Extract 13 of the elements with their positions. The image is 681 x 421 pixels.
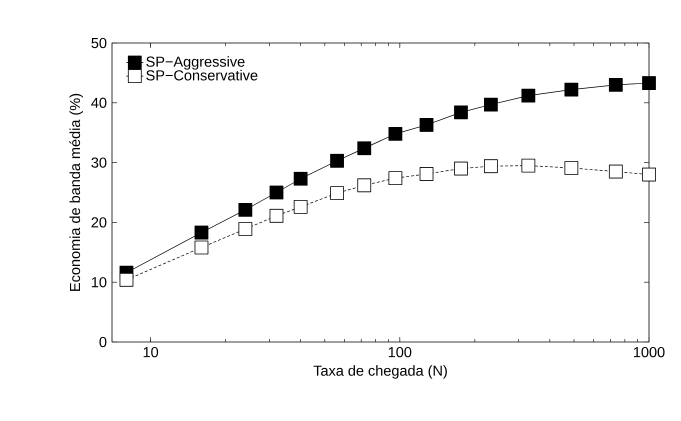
y-tick-label: 0 [99, 336, 106, 348]
y-tick-label: 50 [91, 38, 106, 48]
y-axis-title: Economia de banda média (%) [69, 94, 83, 291]
legend-label: SP−Conservative [146, 70, 258, 80]
x-tick-label: 1000 [634, 347, 665, 358]
x-axis-title: Taxa de chegada (N) [314, 365, 447, 379]
x-tick-label: 100 [388, 347, 412, 358]
y-tick-label: 20 [92, 217, 106, 228]
legend-label: SP−Aggressive [146, 56, 245, 70]
y-tick-label: 30 [91, 157, 106, 168]
y-tick-label: 10 [92, 277, 106, 288]
y-tick-label: 40 [91, 98, 106, 108]
x-tick-label: 10 [144, 347, 158, 358]
